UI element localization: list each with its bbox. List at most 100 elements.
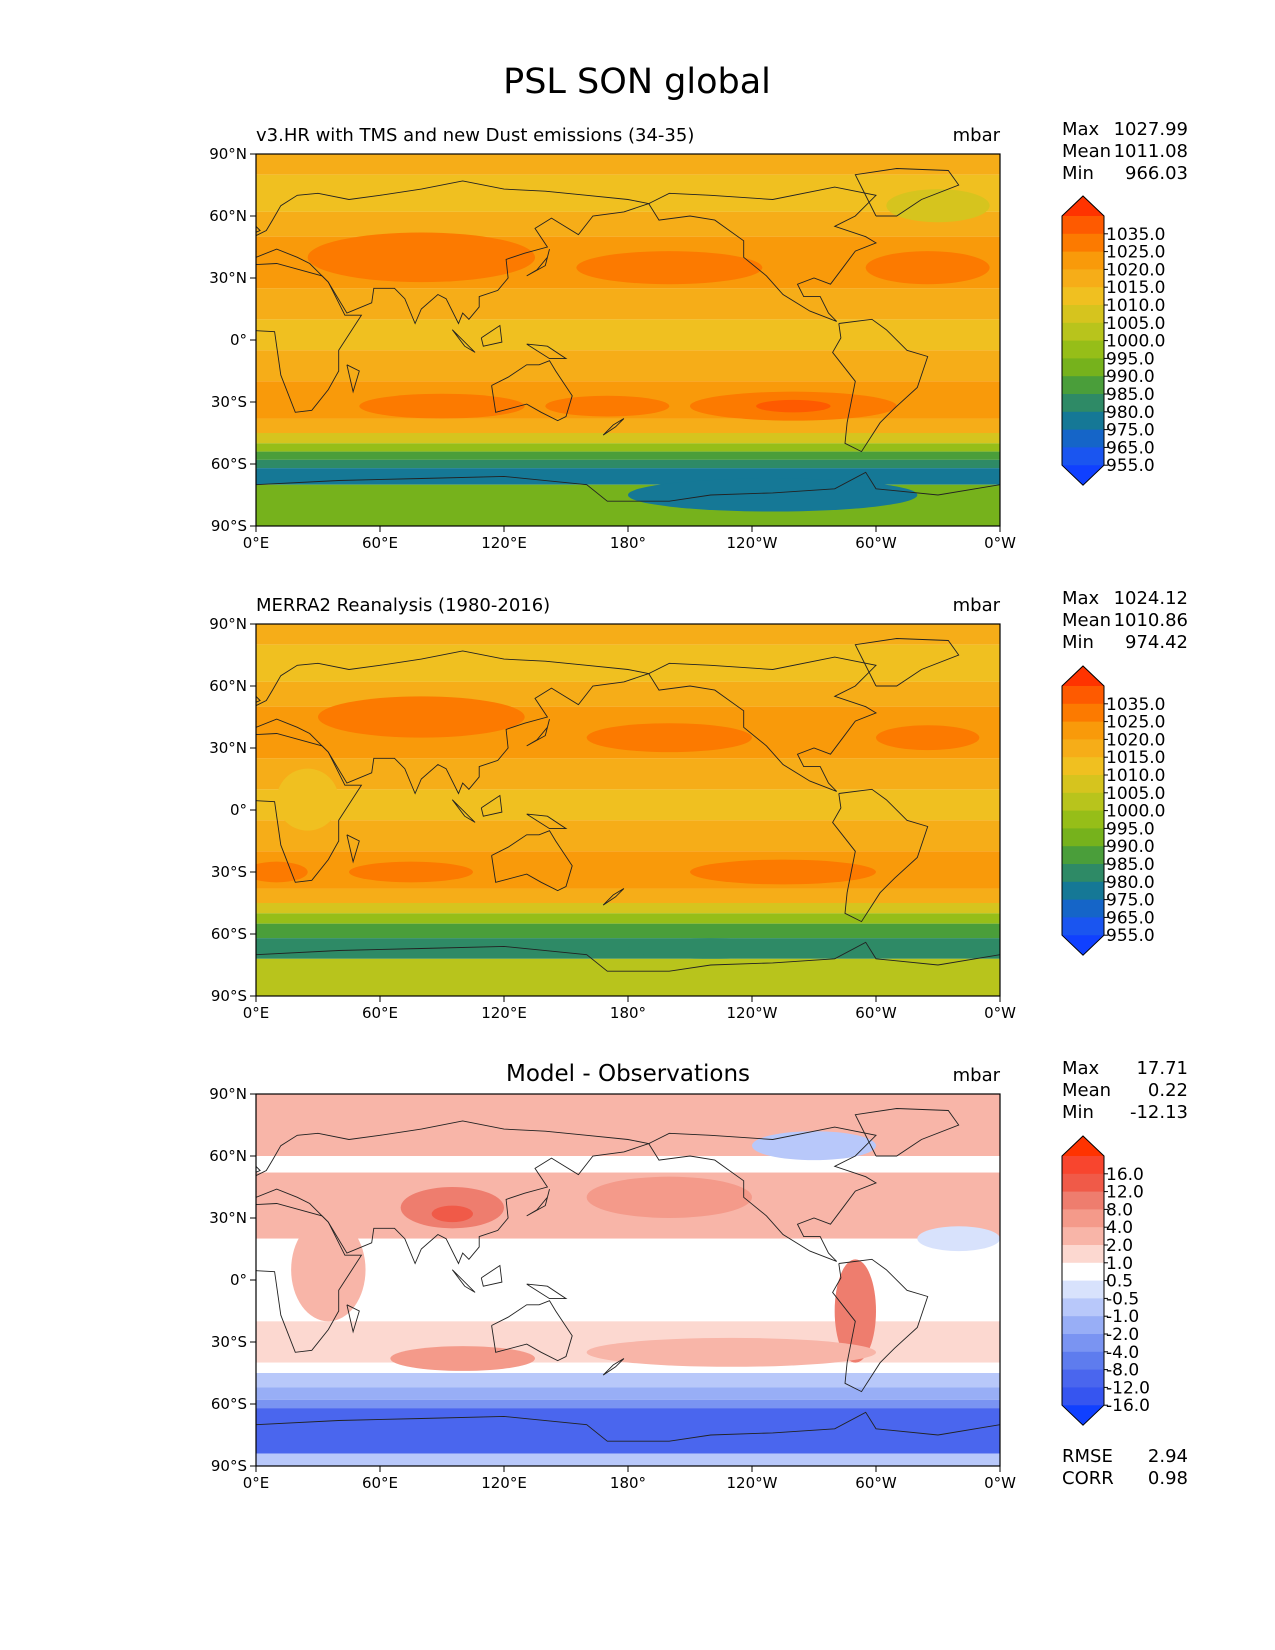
field-blob [586,723,752,753]
coastline [526,343,568,360]
colorbar-label: 975.0 [1106,891,1155,911]
panel-diff-field [256,1094,1000,1466]
lat-tick-label: 60°S [211,455,247,473]
colorbar-segment [1062,411,1104,430]
colorbar-segment [1062,1334,1104,1353]
colorbar-segment [1062,305,1104,324]
colorbar-segment [1062,358,1104,377]
coastline [648,656,878,792]
colorbar-segment [1062,686,1104,705]
field-blob [307,232,535,283]
field-band [256,1094,1000,1156]
colorbar-label: 980.0 [1106,873,1155,893]
panel-model-field [256,154,1000,526]
panel-diff-title: Model - Observations [506,1061,750,1087]
lon-tick-label: 0°E [243,1474,270,1492]
coastline [256,180,651,325]
stat-label-max: Max [1062,588,1100,609]
lat-tick-label: 90°N [209,145,247,163]
coastline [491,830,573,892]
colorbar-label: 16.0 [1106,1165,1144,1185]
stat-value-mean: 1010.86 [1114,610,1188,631]
field-band [256,888,1000,903]
colorbar-segment [1062,287,1104,306]
lon-tick-label: 120°W [727,1004,778,1022]
lat-tick-label: 60°N [209,207,247,225]
coastline [526,1188,550,1217]
field-band [256,418,1000,433]
colorbar-label: 1010.0 [1106,296,1165,316]
colorbar-extend-max [1062,666,1104,686]
field-blob [431,1205,474,1223]
colorbar-label: 1020.0 [1106,260,1165,280]
field-band [256,468,1000,485]
colorbar-segment [1062,775,1104,794]
colorbar-segment [1062,340,1104,359]
field-band [256,459,1000,469]
stat-value-min: 974.42 [1125,632,1188,653]
lat-tick-label: 0° [230,331,247,349]
colorbar-label: 1000.0 [1106,332,1165,352]
coastline [854,638,960,687]
lat-tick-label: 60°N [209,677,247,695]
colorbar-segment [1062,739,1104,758]
lon-tick-label: 120°E [481,1474,527,1492]
field-blob [586,1176,752,1219]
panel-diff: Model - Observations mbar 90°N 60°N 30°N 0°… [209,1058,1188,1492]
coastline [832,788,929,923]
field-band [256,1156,1000,1173]
field-blob [752,1131,876,1161]
field-blob [756,399,831,413]
coastline [256,650,651,795]
lon-tick-label: 120°E [481,1004,527,1022]
field-band [256,174,1000,212]
field-band [256,1399,1000,1409]
colorbar-label: -4.0 [1106,1343,1139,1363]
lon-tick-label: 120°E [481,534,527,552]
stat-label-max: Max [1062,1058,1100,1079]
colorbar-label: 995.0 [1106,349,1155,369]
colorbar-label: -1.0 [1106,1307,1139,1327]
colorbar-segment [1062,322,1104,341]
field-band [256,451,1000,460]
coastline [451,329,476,353]
field-band [256,288,1000,320]
colorbar-segment [1062,1316,1104,1335]
colorbar-label: -0.5 [1106,1289,1139,1309]
coastline [526,248,550,277]
colorbar-segment [1062,703,1104,722]
coastline [832,1258,929,1393]
colorbar-label: 1005.0 [1106,784,1165,804]
colorbar-segment [1062,394,1104,413]
metric-value-corr: 0.98 [1148,1468,1188,1489]
panel-model-coastlines [256,168,1000,502]
stat-value-min: 966.03 [1125,163,1188,184]
field-band [256,958,1000,996]
colorbar-label: -2.0 [1106,1325,1139,1345]
colorbar-segment [1062,828,1104,847]
coastline [602,888,625,906]
colorbar-label: -8.0 [1106,1361,1139,1381]
lat-tick-label: 30°N [209,1209,247,1227]
field-blob [690,859,876,885]
field-blob [359,393,525,419]
lat-tick-label: 0° [230,1271,247,1289]
lat-tick-label: 60°N [209,1147,247,1165]
lon-tick-label: 180° [610,1474,646,1492]
panel-diff-ticks: 90°N 60°N 30°N 0° 30°S 60°S 90°S0°E 60°E 120°E 18… [209,1085,1016,1492]
field-band [256,1373,1000,1388]
panel-obs-field [256,624,1000,996]
field-blob [318,696,525,738]
stat-label-min: Min [1062,1102,1094,1123]
colorbar-segment [1062,881,1104,900]
colorbar-segment [1062,1209,1104,1228]
field-band [256,758,1000,790]
panel-model: v3.HR with TMS and new Dust emissions (3… [209,119,1188,552]
field-blob [276,768,339,831]
colorbar-label: 8.0 [1106,1200,1133,1220]
field-band [256,624,1000,645]
colorbar-label: 955.0 [1106,456,1155,476]
colorbar-segment [1062,429,1104,448]
colorbar-segment [1062,810,1104,829]
stat-label-mean: Mean [1062,1080,1111,1101]
